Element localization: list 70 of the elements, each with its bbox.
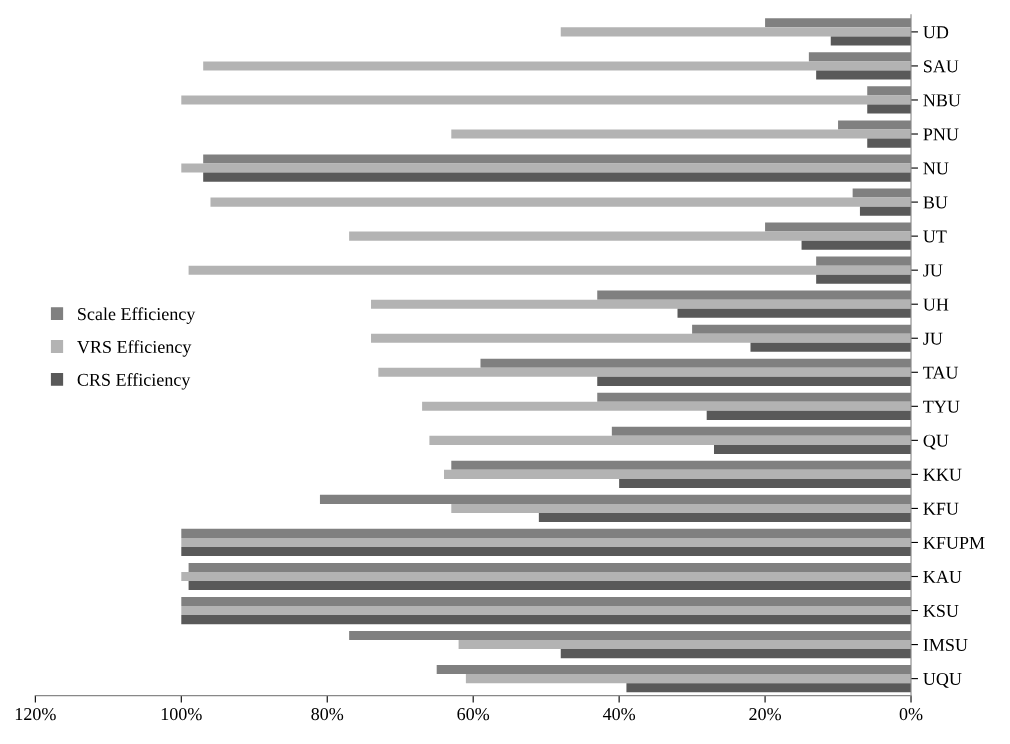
bar	[801, 240, 912, 250]
legend-label: VRS Efficiency	[77, 340, 192, 357]
bar	[181, 571, 912, 582]
y-tick-label: JU	[923, 332, 943, 345]
bar	[706, 410, 912, 420]
bar	[626, 683, 912, 693]
y-tick-label: JU	[923, 264, 943, 277]
y-tick-label: TYU	[923, 400, 960, 413]
legend-label: Scale Efficiency	[78, 307, 196, 324]
y-tick-label: UQU	[923, 672, 962, 688]
bar	[597, 376, 912, 386]
bar	[188, 581, 912, 591]
bar	[816, 274, 912, 284]
y-tick-label: KFUPM	[923, 536, 985, 549]
y-tick-label: SAU	[924, 60, 959, 73]
bar	[465, 674, 912, 684]
bar	[560, 27, 912, 37]
bar	[458, 640, 912, 650]
x-tick-label: 60%	[457, 707, 490, 721]
bar	[867, 104, 912, 114]
bar	[560, 649, 912, 659]
bar	[619, 478, 912, 489]
y-tick-label: KSU	[923, 604, 959, 617]
bar	[677, 308, 912, 318]
bar	[349, 231, 912, 241]
x-tick-label: 80%	[311, 707, 344, 721]
bar	[422, 401, 912, 411]
y-tick-label: IMSU	[923, 638, 968, 652]
y-tick-label: PNU	[923, 128, 959, 141]
x-tick-label: 20%	[749, 707, 782, 721]
y-tick-label: KKU	[923, 468, 962, 481]
y-tick-label: BU	[923, 196, 948, 209]
bar	[371, 333, 912, 343]
bar	[451, 129, 912, 139]
bar	[867, 138, 912, 148]
y-tick-label: KFU	[923, 502, 959, 515]
bar	[210, 197, 912, 207]
bar	[181, 95, 912, 105]
x-tick-label: 40%	[602, 707, 636, 721]
bar	[181, 537, 912, 548]
bar	[203, 172, 912, 182]
bar	[203, 61, 912, 71]
bar	[371, 299, 912, 309]
bar	[429, 435, 912, 445]
bar	[181, 547, 912, 557]
y-tick-label: TAU	[923, 366, 959, 379]
bar	[181, 163, 912, 173]
bar	[451, 503, 912, 513]
x-tick-label: 0%	[899, 707, 923, 721]
bar	[713, 444, 912, 454]
y-tick-label: QU	[923, 434, 949, 450]
bar	[444, 469, 912, 479]
bar	[830, 36, 912, 46]
bar	[750, 342, 912, 352]
y-tick-label: UD	[923, 26, 949, 39]
bar	[188, 265, 912, 275]
bar	[538, 512, 912, 523]
bar	[181, 606, 912, 616]
bar	[378, 367, 912, 377]
bar	[181, 615, 912, 625]
x-tick-label: 120%	[15, 707, 56, 721]
y-tick-label: UT	[923, 230, 947, 243]
bar	[816, 70, 912, 80]
y-tick-label: NBU	[923, 94, 961, 107]
y-tick-label: KAU	[923, 570, 962, 583]
legend-label: CRS Efficiency	[77, 373, 191, 390]
bar	[859, 206, 912, 216]
y-tick-label: UH	[923, 298, 949, 311]
x-tick-label: 100%	[161, 707, 202, 721]
y-tick-label: NU	[923, 162, 949, 175]
